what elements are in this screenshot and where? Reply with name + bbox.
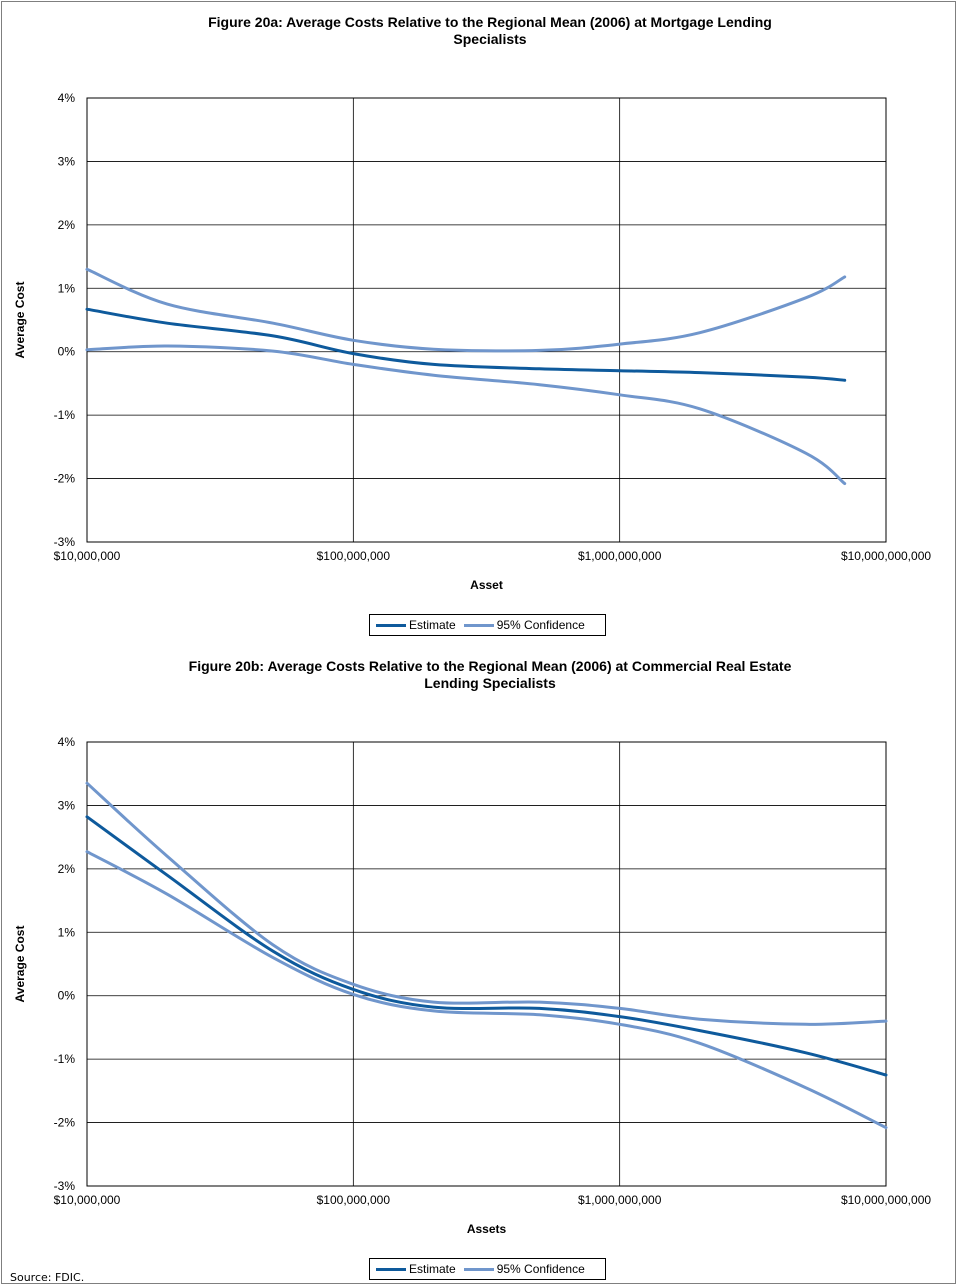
y-tick-label: -3% <box>54 535 76 549</box>
series-line-lower <box>85 850 888 1130</box>
legend-swatch-estimate <box>376 623 406 627</box>
y-tick-label: 4% <box>58 735 76 749</box>
x-tick-label: $10,000,000,000 <box>841 549 931 563</box>
legend-label-estimate: Estimate <box>409 1262 456 1276</box>
y-tick-label: 3% <box>58 798 76 812</box>
series-line-estimate <box>85 307 847 382</box>
y-axis-label: Average Cost <box>13 282 27 359</box>
y-tick-label: -1% <box>54 1052 76 1066</box>
legend-item-estimate: Estimate <box>376 618 456 632</box>
chart-20b: -3% -2% -1% 0% 1% 2% 3% 4% $10,000,000 $100,000,0… <box>13 735 931 1236</box>
chart-title-20a: Figure 20a: Average Costs Relative to th… <box>208 14 772 47</box>
legend-20a: Estimate 95% Confidence <box>369 614 606 636</box>
legend-swatch-confidence <box>463 623 494 627</box>
x-tick-label: $100,000,000 <box>317 1193 391 1207</box>
y-tick-label: -2% <box>54 472 76 486</box>
series-line-estimate <box>85 815 888 1077</box>
source-note: Source: FDIC. <box>10 1271 85 1284</box>
y-tick-label: 1% <box>58 925 76 939</box>
legend-label-confidence: 95% Confidence <box>496 1262 585 1276</box>
x-tick-label: $100,000,000 <box>317 549 391 563</box>
x-tick-label: $10,000,000 <box>54 1193 121 1207</box>
y-tick-label: -1% <box>54 408 76 422</box>
y-tick-label: -3% <box>54 1179 76 1193</box>
legend-20b: Estimate 95% Confidence <box>369 1258 606 1280</box>
legend-label-confidence: 95% Confidence <box>496 618 585 632</box>
series-line-lower <box>85 344 847 486</box>
series-line-upper <box>85 267 847 353</box>
legend-swatch-estimate <box>376 1267 406 1271</box>
x-axis-label: Asset <box>470 578 503 592</box>
legend-item-estimate: Estimate <box>376 1262 456 1276</box>
y-axis-label: Average Cost <box>13 926 27 1003</box>
x-tick-label: $10,000,000 <box>54 549 121 563</box>
x-tick-label: $10,000,000,000 <box>841 1193 931 1207</box>
legend-item-confidence: 95% Confidence <box>463 618 585 632</box>
legend-item-confidence: 95% Confidence <box>463 1262 585 1276</box>
x-tick-label: $1,000,000,000 <box>578 1193 662 1207</box>
legend-swatch-confidence <box>463 1267 494 1271</box>
y-tick-label: 0% <box>58 345 76 359</box>
y-tick-label: 4% <box>58 91 76 105</box>
chart-title-20b: Figure 20b: Average Costs Relative to th… <box>188 658 792 691</box>
y-tick-label: 2% <box>58 862 76 876</box>
series-line-upper <box>85 781 888 1026</box>
y-tick-label: 2% <box>58 218 76 232</box>
x-axis-label: Assets <box>467 1222 507 1236</box>
y-tick-label: -2% <box>54 1116 76 1130</box>
y-tick-label: 3% <box>58 154 76 168</box>
y-tick-label: 0% <box>58 989 76 1003</box>
plot-area <box>86 741 887 1187</box>
chart-20a: -3% -2% -1% 0% 1% 2% 3% 4% $10,000,000 $100,000,0… <box>13 91 931 592</box>
legend-label-estimate: Estimate <box>409 618 456 632</box>
y-tick-label: 1% <box>58 281 76 295</box>
plot-area <box>86 97 887 543</box>
x-tick-label: $1,000,000,000 <box>578 549 662 563</box>
